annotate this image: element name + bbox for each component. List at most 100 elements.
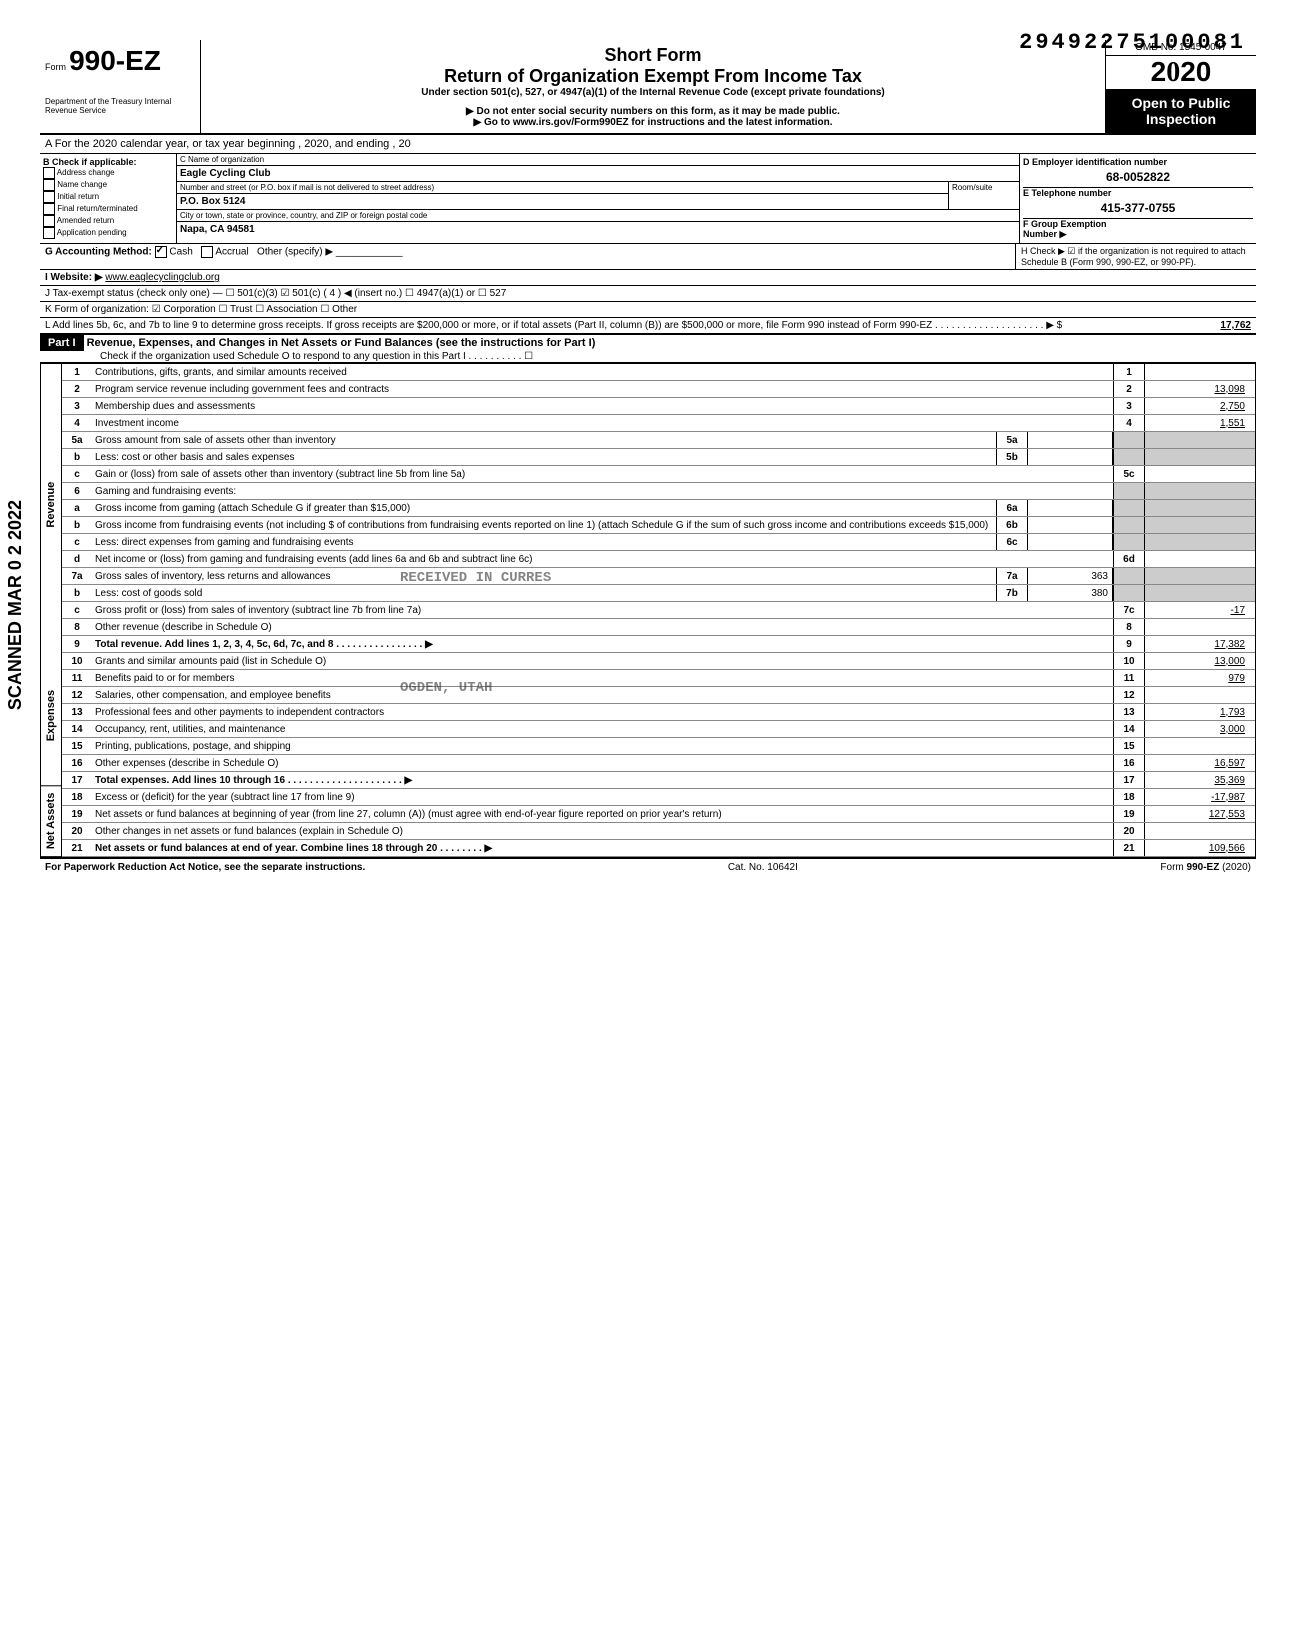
line-description: Gross income from gaming (attach Schedul… bbox=[92, 502, 996, 515]
line-value: 17,382 bbox=[1145, 636, 1255, 652]
checkbox-final-return-terminated[interactable] bbox=[43, 203, 55, 215]
main-title: Return of Organization Exempt From Incom… bbox=[211, 66, 1095, 87]
line-c: cGain or (loss) from sale of assets othe… bbox=[62, 466, 1255, 483]
line-number: 20 bbox=[62, 826, 92, 837]
line-description: Gaming and fundraising events: bbox=[92, 485, 1113, 498]
line-description: Benefits paid to or for members bbox=[92, 672, 1113, 685]
accrual-checkbox[interactable] bbox=[201, 246, 213, 258]
line-4: 4Investment income41,551 bbox=[62, 415, 1255, 432]
section-j: J Tax-exempt status (check only one) — ☐… bbox=[40, 286, 1256, 302]
subtitle: Under section 501(c), 527, or 4947(a)(1)… bbox=[211, 87, 1095, 98]
mid-line-value: 363 bbox=[1028, 568, 1113, 584]
line-value: 3,000 bbox=[1145, 721, 1255, 737]
right-box-shaded bbox=[1113, 585, 1145, 601]
line-17: 17Total expenses. Add lines 10 through 1… bbox=[62, 772, 1255, 789]
mid-line-box: 6a bbox=[996, 500, 1028, 516]
line-description: Program service revenue including govern… bbox=[92, 383, 1113, 396]
section-b: B Check if applicable: Address change Na… bbox=[40, 154, 177, 243]
group-exempt-label2: Number ▶ bbox=[1023, 229, 1066, 239]
mid-line-box: 7a bbox=[996, 568, 1028, 584]
line-c: cLess: direct expenses from gaming and f… bbox=[62, 534, 1255, 551]
line-box-number: 17 bbox=[1113, 772, 1145, 788]
mid-line-box: 7b bbox=[996, 585, 1028, 601]
line-15: 15Printing, publications, postage, and s… bbox=[62, 738, 1255, 755]
line-number: 5a bbox=[62, 435, 92, 446]
line-b: bGross income from fundraising events (n… bbox=[62, 517, 1255, 534]
line-number: 17 bbox=[62, 775, 92, 786]
right-val-shaded bbox=[1145, 534, 1255, 550]
group-exempt-label: F Group Exemption bbox=[1023, 219, 1107, 229]
line-box-number: 8 bbox=[1113, 619, 1145, 635]
line-number: c bbox=[62, 605, 92, 616]
line-box-number: 20 bbox=[1113, 823, 1145, 839]
checkbox-address-change[interactable] bbox=[43, 167, 55, 179]
line-number: d bbox=[62, 554, 92, 565]
gross-receipts: 17,762 bbox=[1151, 320, 1251, 331]
line-value bbox=[1145, 687, 1255, 703]
line-number: 9 bbox=[62, 639, 92, 650]
line-11: 11Benefits paid to or for members11979 bbox=[62, 670, 1255, 687]
line-description: Gross income from fundraising events (no… bbox=[92, 519, 996, 532]
line-value bbox=[1145, 551, 1255, 567]
section-b-item: Initial return bbox=[43, 191, 173, 203]
line-value: -17,987 bbox=[1145, 789, 1255, 805]
line-description: Other changes in net assets or fund bala… bbox=[92, 825, 1113, 838]
right-val-shaded bbox=[1145, 568, 1255, 584]
line-box-number: 21 bbox=[1113, 840, 1145, 856]
mid-line-value: 380 bbox=[1028, 585, 1113, 601]
line-box-number: 6d bbox=[1113, 551, 1145, 567]
right-box-shaded bbox=[1113, 483, 1145, 499]
line-description: Less: cost of goods sold bbox=[92, 587, 996, 600]
line-7a: 7aGross sales of inventory, less returns… bbox=[62, 568, 1255, 585]
mid-line-value bbox=[1028, 432, 1113, 448]
mid-line-box: 6c bbox=[996, 534, 1028, 550]
mid-line-box: 6b bbox=[996, 517, 1028, 533]
right-val-shaded bbox=[1145, 449, 1255, 465]
right-box-shaded bbox=[1113, 534, 1145, 550]
line-box-number: 15 bbox=[1113, 738, 1145, 754]
line-number: 19 bbox=[62, 809, 92, 820]
checkbox-amended-return[interactable] bbox=[43, 215, 55, 227]
line-number: 13 bbox=[62, 707, 92, 718]
line-number: 1 bbox=[62, 367, 92, 378]
side-label-revenue: Revenue bbox=[41, 364, 61, 645]
line-description: Excess or (deficit) for the year (subtra… bbox=[92, 791, 1113, 804]
line-box-number: 19 bbox=[1113, 806, 1145, 822]
line-number: 11 bbox=[62, 673, 92, 684]
line-description: Contributions, gifts, grants, and simila… bbox=[92, 366, 1113, 379]
section-k: K Form of organization: ☑ Corporation ☐ … bbox=[40, 302, 1256, 318]
line-box-number: 16 bbox=[1113, 755, 1145, 771]
part-1-title: Revenue, Expenses, and Changes in Net As… bbox=[87, 337, 596, 349]
line-14: 14Occupancy, rent, utilities, and mainte… bbox=[62, 721, 1255, 738]
line-5a: 5aGross amount from sale of assets other… bbox=[62, 432, 1255, 449]
checkbox-name-change[interactable] bbox=[43, 179, 55, 191]
footer-right: Form 990-EZ (2020) bbox=[1160, 862, 1251, 873]
mid-line-value bbox=[1028, 534, 1113, 550]
section-b-item: Address change bbox=[43, 167, 173, 179]
line-description: Net income or (loss) from gaming and fun… bbox=[92, 553, 1113, 566]
line-value: 979 bbox=[1145, 670, 1255, 686]
line-value: 1,551 bbox=[1145, 415, 1255, 431]
line-number: 12 bbox=[62, 690, 92, 701]
line-description: Net assets or fund balances at end of ye… bbox=[92, 842, 1113, 855]
checkbox-application-pending[interactable] bbox=[43, 227, 55, 239]
right-val-shaded bbox=[1145, 585, 1255, 601]
section-h: H Check ▶ ☑ if the organization is not r… bbox=[1015, 244, 1256, 269]
line-value: 109,566 bbox=[1145, 840, 1255, 856]
section-def: D Employer identification number 68-0052… bbox=[1020, 154, 1256, 243]
line-20: 20Other changes in net assets or fund ba… bbox=[62, 823, 1255, 840]
cash-checkbox[interactable] bbox=[155, 246, 167, 258]
line-13: 13Professional fees and other payments t… bbox=[62, 704, 1255, 721]
line-19: 19Net assets or fund balances at beginni… bbox=[62, 806, 1255, 823]
checkbox-initial-return[interactable] bbox=[43, 191, 55, 203]
line-description: Gross profit or (loss) from sales of inv… bbox=[92, 604, 1113, 617]
line-8: 8Other revenue (describe in Schedule O)8 bbox=[62, 619, 1255, 636]
line-box-number: 10 bbox=[1113, 653, 1145, 669]
page-footer: For Paperwork Reduction Act Notice, see … bbox=[40, 858, 1256, 876]
line-number: 2 bbox=[62, 384, 92, 395]
short-form-label: Short Form bbox=[211, 45, 1095, 66]
line-d: dNet income or (loss) from gaming and fu… bbox=[62, 551, 1255, 568]
section-l: L Add lines 5b, 6c, and 7b to line 9 to … bbox=[40, 318, 1256, 335]
line-12: 12Salaries, other compensation, and empl… bbox=[62, 687, 1255, 704]
line-description: Total revenue. Add lines 1, 2, 3, 4, 5c,… bbox=[92, 638, 1113, 651]
